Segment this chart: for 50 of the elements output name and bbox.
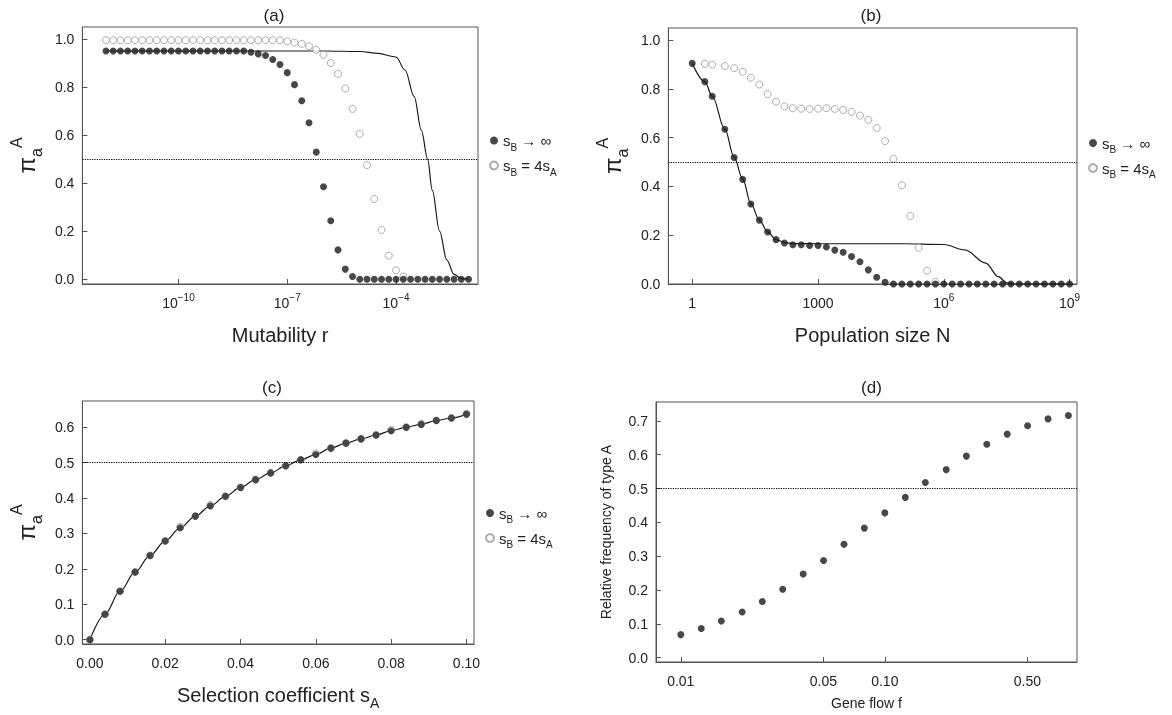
- y-tick-label: 0.4: [54, 175, 75, 192]
- x-tick-label: 0.00: [76, 654, 104, 671]
- y-tick-label: 0.4: [640, 178, 661, 195]
- x-tick-label: 0.02: [151, 654, 180, 671]
- x-tick-label: 0.10: [871, 672, 899, 689]
- y-tick-label: 0.0: [640, 276, 661, 292]
- y-tick-label: 0.0: [54, 631, 75, 648]
- y-tick-label: 0.2: [628, 581, 649, 598]
- x-tick-label: 0.04: [226, 654, 255, 671]
- x-tick-label: 0.05: [809, 672, 838, 689]
- y-tick-label: 0.4: [54, 490, 75, 507]
- y-tick-label: 0.2: [54, 223, 75, 240]
- y-tick-label: 1.0: [54, 31, 75, 48]
- y-tick-label: 0.2: [54, 560, 75, 577]
- y-tick-label: 0.7: [628, 412, 649, 429]
- y-tick-label: 0.3: [628, 548, 649, 565]
- y-tick-label: 0.0: [628, 649, 649, 666]
- y-tick-label: 0.5: [54, 454, 75, 471]
- y-tick-label: 0.1: [628, 615, 649, 632]
- y-tick-label: 0.5: [628, 480, 649, 497]
- chart-title: (b): [860, 5, 882, 25]
- x-tick-label: 0.50: [1013, 672, 1042, 689]
- y-tick-label: 0.6: [640, 129, 661, 146]
- x-tick-label: 0.10: [452, 654, 481, 671]
- y-axis-title: Relative frequency of type A: [597, 444, 614, 620]
- chart-title: (c): [262, 377, 282, 397]
- y-axis-title: πaA: [7, 137, 45, 174]
- x-axis-title: Mutability r: [231, 324, 329, 346]
- y-tick-label: 0.2: [640, 227, 661, 244]
- x-tick-label: 0.08: [377, 654, 405, 671]
- y-axis-title: πaA: [7, 504, 45, 541]
- y-tick-label: 0.6: [54, 419, 75, 436]
- y-tick-label: 0.3: [54, 525, 75, 542]
- y-tick-label: 0.8: [54, 79, 75, 96]
- y-tick-label: 0.6: [628, 446, 649, 463]
- chart-title: (d): [861, 377, 882, 397]
- y-tick-label: 1.0: [640, 32, 661, 49]
- x-axis-title: Gene flow f: [831, 694, 903, 711]
- x-tick-label: 0.01: [667, 672, 695, 689]
- y-tick-label: 0.6: [54, 127, 75, 144]
- x-tick-label: 1000: [802, 294, 834, 311]
- x-tick-label: 1: [688, 294, 697, 311]
- y-axis-title: πaA: [593, 137, 631, 175]
- x-tick-label: 0.06: [302, 654, 330, 671]
- y-tick-label: 0.8: [640, 80, 661, 97]
- y-tick-label: 0.1: [54, 596, 75, 613]
- x-axis-title: Population size N: [794, 324, 951, 346]
- y-tick-label: 0.4: [628, 514, 649, 531]
- y-tick-label: 0.0: [54, 271, 75, 288]
- chart-title: (a): [263, 5, 285, 25]
